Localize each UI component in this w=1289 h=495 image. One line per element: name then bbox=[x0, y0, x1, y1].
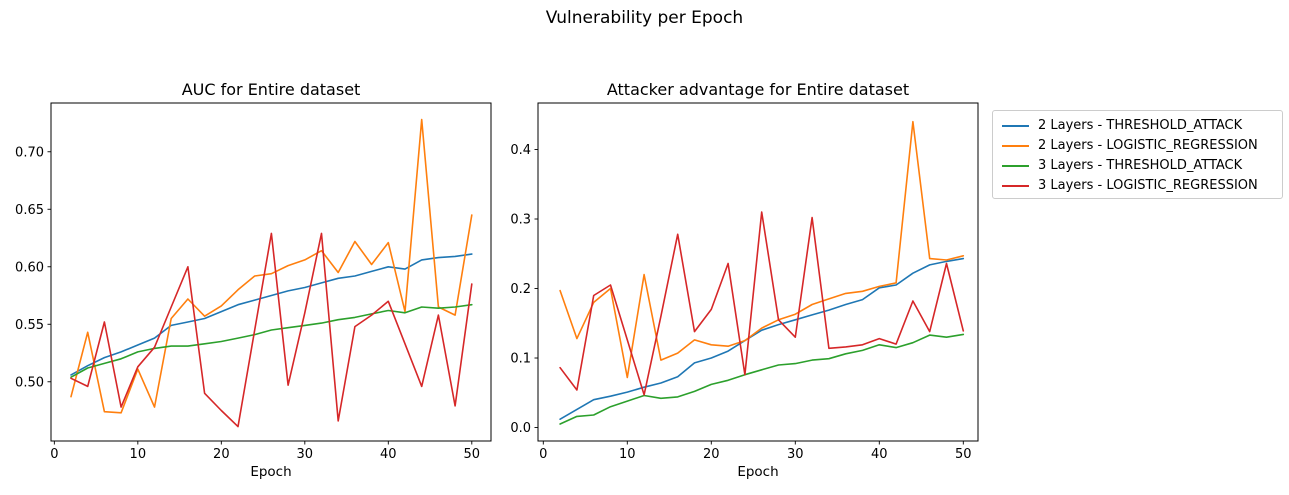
x-tick-label: 10 bbox=[619, 447, 636, 462]
legend-item: 2 Layers - LOGISTIC_REGRESSION bbox=[1002, 136, 1274, 156]
legend-item: 3 Layers - LOGISTIC_REGRESSION bbox=[1002, 176, 1274, 196]
y-tick-label: 0.0 bbox=[510, 421, 531, 436]
y-tick-label: 0.60 bbox=[15, 260, 44, 275]
legend-item: 2 Layers - THRESHOLD_ATTACK bbox=[1002, 116, 1274, 136]
legend-line-sample-icon bbox=[1002, 185, 1029, 187]
y-tick-label: 0.55 bbox=[15, 318, 44, 333]
legend-item-label: 2 Layers - THRESHOLD_ATTACK bbox=[1038, 118, 1243, 133]
axes-spines bbox=[50, 102, 492, 442]
series-line-3-layers-logistic-regression bbox=[559, 211, 965, 396]
y-tick-label: 0.4 bbox=[510, 143, 531, 158]
right-axes-title: Attacker advantage for Entire dataset bbox=[606, 80, 910, 99]
x-tick-label: 10 bbox=[130, 447, 147, 462]
x-tick-label: 50 bbox=[955, 447, 972, 462]
x-tick-label: 20 bbox=[703, 447, 720, 462]
series-line-2-layers-threshold-attack bbox=[559, 257, 965, 421]
legend-item-label: 2 Layers - LOGISTIC_REGRESSION bbox=[1038, 138, 1258, 153]
x-tick-label: 40 bbox=[380, 447, 397, 462]
x-tick-label: 50 bbox=[464, 447, 481, 462]
left-axes-title: AUC for Entire dataset bbox=[181, 80, 361, 99]
y-tick-label: 0.1 bbox=[510, 352, 531, 367]
x-tick-label: 0 bbox=[50, 447, 58, 462]
series-line-3-layers-logistic-regression bbox=[70, 232, 473, 428]
series-line-2-layers-logistic-regression bbox=[559, 120, 965, 379]
legend-line-sample-icon bbox=[1002, 165, 1029, 167]
axes-spines bbox=[537, 102, 979, 442]
y-tick-label: 0.50 bbox=[15, 375, 44, 390]
x-tick-label: 20 bbox=[213, 447, 230, 462]
legend-item: 3 Layers - THRESHOLD_ATTACK bbox=[1002, 156, 1274, 176]
legend-item-label: 3 Layers - LOGISTIC_REGRESSION bbox=[1038, 178, 1258, 193]
legend-line-sample-icon bbox=[1002, 145, 1029, 147]
y-tick-label: 0.2 bbox=[510, 282, 531, 297]
right-x-axis-label: Epoch bbox=[737, 464, 779, 480]
y-tick-label: 0.70 bbox=[15, 145, 44, 160]
x-tick-label: 30 bbox=[787, 447, 804, 462]
legend-item-label: 3 Layers - THRESHOLD_ATTACK bbox=[1038, 158, 1243, 173]
left-x-axis-label: Epoch bbox=[250, 464, 292, 480]
legend-line-sample-icon bbox=[1002, 125, 1029, 127]
series-line-2-layers-logistic-regression bbox=[70, 118, 473, 414]
y-tick-label: 0.3 bbox=[510, 213, 531, 228]
series-line-3-layers-threshold-attack bbox=[70, 303, 473, 379]
x-tick-label: 30 bbox=[297, 447, 314, 462]
x-tick-label: 0 bbox=[539, 447, 547, 462]
series-line-2-layers-threshold-attack bbox=[70, 253, 473, 376]
x-tick-label: 40 bbox=[871, 447, 888, 462]
series-line-3-layers-threshold-attack bbox=[559, 333, 965, 425]
figure-suptitle: Vulnerability per Epoch bbox=[545, 8, 744, 28]
y-tick-label: 0.65 bbox=[15, 203, 44, 218]
legend-box: 2 Layers - THRESHOLD_ATTACK 2 Layers - L… bbox=[992, 110, 1283, 199]
